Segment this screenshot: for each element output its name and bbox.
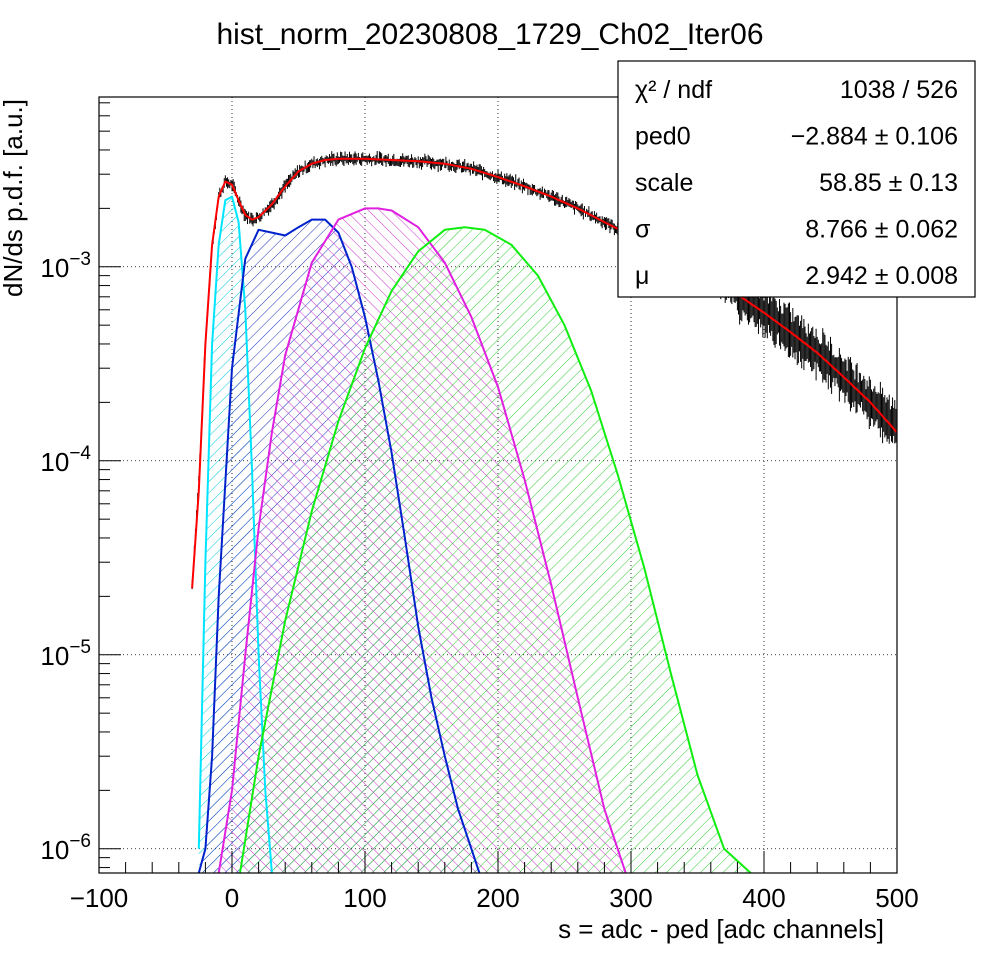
chart-title: hist_norm_20230808_1729_Ch02_Iter06: [216, 18, 763, 51]
x-tick-label: 0: [225, 883, 239, 913]
x-tick-label: −100: [70, 883, 129, 913]
component-3pe-fill: [240, 227, 751, 873]
x-tick-label: 200: [476, 883, 519, 913]
component-3pe-line: [239, 226, 752, 873]
stats-name: σ: [635, 216, 651, 244]
x-axis-label: s = adc - ped [adc channels]: [558, 914, 884, 944]
stats-name: scale: [635, 169, 693, 197]
x-tick-label: 500: [875, 883, 918, 913]
x-tick-label: 300: [609, 883, 652, 913]
stats-value: 58.85 ± 0.13: [819, 169, 958, 197]
y-tick-label: 10−5: [40, 637, 91, 671]
y-tick-label: 10−4: [40, 443, 91, 477]
stats-value: −2.884 ± 0.106: [791, 123, 958, 151]
component-2pe-line: [217, 207, 627, 873]
component-pedestal-line: [197, 195, 273, 873]
y-tick-label: 10−3: [40, 249, 91, 283]
stats-value: 1038 / 526: [840, 76, 958, 104]
stats-name: χ² / ndf: [635, 76, 712, 104]
fit-stats-box: χ² / ndf 1038 / 526 ped0 −2.884 ± 0.106 scal…: [617, 60, 976, 298]
stats-name: μ: [635, 262, 649, 290]
x-tick-label: 400: [742, 883, 785, 913]
stats-value: 8.766 ± 0.062: [805, 216, 958, 244]
axis-ticks: −100 0 100 200 300 400 500 10−6 10−5 10−4 10−3: [40, 102, 919, 913]
y-axis-label: dN/ds p.d.f. [a.u.]: [0, 99, 28, 297]
stats-value: 2.942 ± 0.008: [805, 262, 958, 290]
y-tick-label: 10−6: [40, 831, 91, 865]
component-1pe-line: [197, 218, 481, 873]
stats-name: ped0: [635, 123, 691, 151]
component-fills: [198, 196, 751, 873]
x-tick-label: 100: [343, 883, 386, 913]
stats-box-frame: [617, 60, 976, 298]
